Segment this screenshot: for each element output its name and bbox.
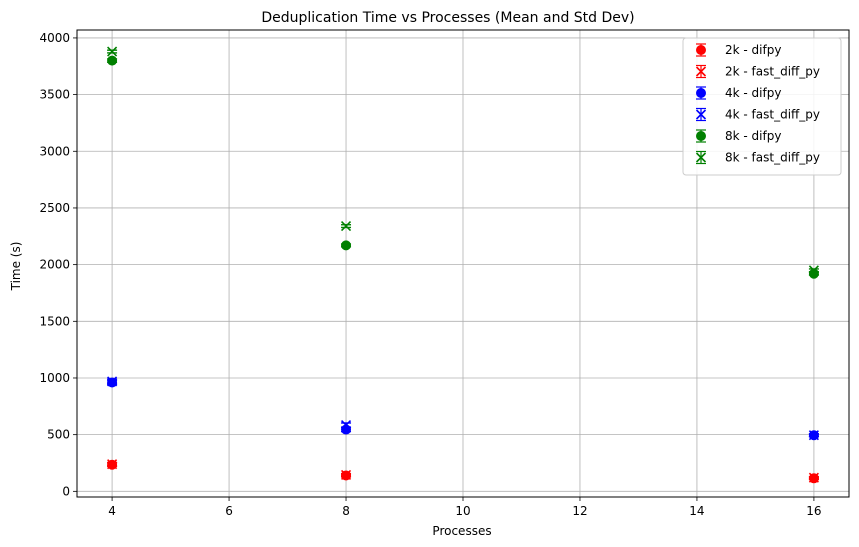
legend-entry: 4k - fast_diff_py — [695, 108, 820, 122]
x-tick-label: 16 — [806, 504, 821, 518]
legend-marker — [695, 109, 707, 120]
x-axis-ticks: 4 6 8 10 12 14 16 — [108, 497, 822, 518]
data-point — [340, 469, 352, 480]
legend-label: 2k - difpy — [725, 43, 781, 57]
y-tick-label: 2500 — [39, 201, 70, 215]
y-tick-label: 0 — [62, 484, 70, 498]
y-tick-label: 1500 — [39, 314, 70, 328]
y-tick-label: 4000 — [39, 31, 70, 45]
data-marks — [107, 46, 819, 484]
legend-label: 4k - difpy — [725, 86, 781, 100]
y-tick-label: 1000 — [39, 371, 70, 385]
marker-stroke — [808, 265, 819, 276]
legend-entry: 2k - difpy — [696, 43, 781, 57]
marker-stroke — [695, 109, 707, 120]
marker-stroke — [107, 376, 118, 387]
marker-stroke — [107, 459, 118, 470]
series-8k-fast-diff-py — [107, 46, 819, 276]
x-tick-label: 14 — [689, 504, 704, 518]
x-tick-label: 10 — [455, 504, 470, 518]
legend-entry: 8k - fast_diff_py — [695, 151, 820, 165]
marker-stroke — [107, 46, 118, 57]
series-4k-fast-diff-py — [107, 376, 819, 441]
y-axis-ticks: 0 500 1000 1500 2000 2500 3000 3500 4000 — [39, 31, 77, 498]
legend: 2k - difpy 2k - fast_diff_py 4k - difpy 4k … — [682, 37, 842, 176]
legend-marker — [696, 131, 706, 141]
x-tick-label: 8 — [342, 504, 350, 518]
y-tick-label: 2000 — [39, 258, 70, 272]
x-axis-label: Processes — [432, 524, 491, 538]
series-2k-fast-diff-py — [107, 459, 819, 483]
data-point — [107, 376, 118, 387]
data-point — [341, 240, 352, 251]
chart-title: Deduplication Time vs Processes (Mean an… — [261, 10, 634, 26]
legend-label: 8k - fast_diff_py — [725, 151, 820, 165]
legend-label: 2k - fast_diff_py — [725, 65, 820, 79]
x-tick-label: 6 — [225, 504, 233, 518]
legend-marker — [695, 66, 707, 77]
legend-marker — [695, 152, 707, 163]
legend-box — [682, 37, 842, 176]
data-point — [107, 55, 118, 66]
legend-marker — [696, 45, 706, 55]
legend-entry: 8k - difpy — [696, 129, 781, 143]
marker-stroke — [340, 419, 352, 431]
x-tick-label: 12 — [572, 504, 587, 518]
y-tick-label: 3000 — [39, 144, 70, 158]
legend-label: 8k - difpy — [725, 129, 781, 143]
legend-label: 4k - fast_diff_py — [725, 108, 820, 122]
data-point — [107, 46, 118, 57]
marker-stroke — [808, 472, 819, 483]
legend-marker — [696, 88, 706, 98]
data-point — [107, 459, 118, 470]
data-point — [340, 221, 352, 232]
y-axis-label: Time (s) — [9, 242, 23, 292]
y-tick-label: 3500 — [39, 88, 70, 102]
x-tick-label: 4 — [108, 504, 116, 518]
legend-entry: 4k - difpy — [696, 86, 781, 100]
data-point — [808, 430, 819, 441]
marker-stroke — [340, 221, 352, 232]
marker-stroke — [808, 430, 819, 441]
data-point — [808, 265, 819, 276]
y-tick-label: 500 — [47, 428, 70, 442]
marker-stroke — [695, 66, 707, 77]
data-point — [340, 419, 352, 431]
marker-stroke — [695, 152, 707, 163]
legend-entry: 2k - fast_diff_py — [695, 65, 820, 79]
data-point — [808, 472, 819, 483]
marker-stroke — [340, 469, 352, 480]
